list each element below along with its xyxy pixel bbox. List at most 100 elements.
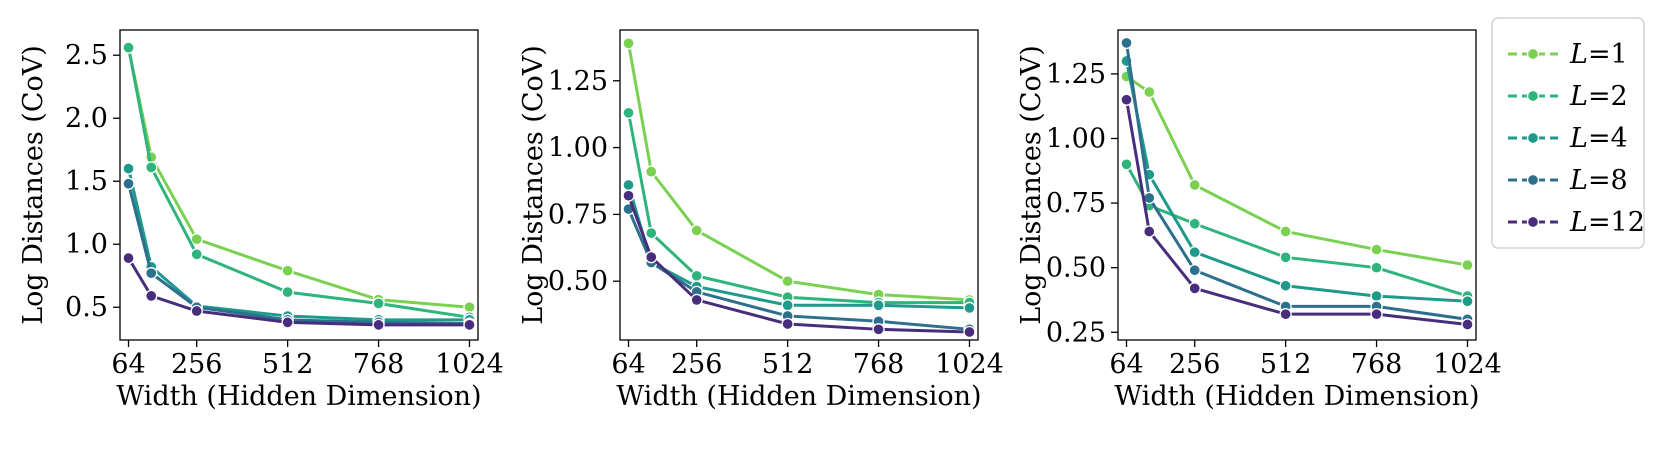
data-point xyxy=(1143,85,1156,99)
legend-label: L=2 xyxy=(1569,81,1628,112)
series-line-l-4 xyxy=(127,168,470,322)
data-point xyxy=(1120,158,1133,171)
data-point xyxy=(1120,93,1133,106)
data-point xyxy=(190,248,203,261)
data-point xyxy=(1370,308,1383,321)
legend-swatch-marker xyxy=(1526,89,1540,103)
data-point xyxy=(463,301,476,314)
data-point xyxy=(1279,225,1292,238)
legend-entry: L=1 xyxy=(1508,39,1628,70)
series-line-l-4 xyxy=(1125,60,1468,303)
series-line-l-1 xyxy=(127,47,470,309)
y-tick-label: 0.25 xyxy=(1046,317,1106,348)
data-point xyxy=(1461,295,1474,308)
data-point xyxy=(622,106,635,119)
data-point xyxy=(122,162,135,175)
plot-frame xyxy=(119,29,479,341)
y-tick-label: 0.5 xyxy=(65,292,108,323)
y-tick-label: 0.50 xyxy=(1046,253,1106,284)
x-tick-label: 768 xyxy=(1351,349,1403,380)
x-tick-label: 256 xyxy=(671,349,723,380)
y-tick-label: 2.5 xyxy=(65,40,108,71)
y-tick-label: 0.75 xyxy=(1046,188,1106,219)
plot-frame xyxy=(1117,29,1477,341)
x-tick-label: 768 xyxy=(853,349,905,380)
y-tick-label: 1.25 xyxy=(548,66,608,97)
data-point xyxy=(1188,282,1201,295)
data-point xyxy=(1120,36,1133,50)
series-line-l-1 xyxy=(627,43,970,302)
data-point xyxy=(1279,251,1292,264)
y-tick-label: 0.50 xyxy=(548,266,608,297)
series-line-l-8 xyxy=(1125,42,1468,321)
data-point xyxy=(1188,217,1201,230)
x-tick-label: 512 xyxy=(762,349,814,380)
legend-label: L=1 xyxy=(1569,39,1628,70)
data-point xyxy=(690,224,703,237)
subplot-3: 64 256 512 768 1024 0.25 0.50 0.75 1.00 1.25 Width… xyxy=(1016,29,1502,412)
series-line-l-2 xyxy=(127,47,470,319)
data-point xyxy=(281,285,294,299)
data-point xyxy=(1279,308,1292,321)
x-tick-label: 768 xyxy=(353,349,405,380)
data-point xyxy=(372,297,385,310)
legend-label: L=4 xyxy=(1569,123,1628,154)
data-point xyxy=(645,251,658,264)
series-line-l-12 xyxy=(1125,99,1468,326)
series-line-l-1 xyxy=(1125,75,1468,267)
legend-entry: L=12 xyxy=(1508,207,1645,238)
series-line-l-2 xyxy=(627,112,970,305)
data-point xyxy=(872,299,885,312)
data-point xyxy=(781,275,794,288)
data-point xyxy=(645,226,658,240)
y-tick-label: 1.00 xyxy=(548,133,608,164)
y-tick-label: 1.00 xyxy=(1046,124,1106,155)
data-point xyxy=(645,165,658,178)
data-point xyxy=(122,251,135,265)
legend-entry: L=2 xyxy=(1508,81,1628,112)
data-point xyxy=(190,304,203,318)
data-point xyxy=(690,293,703,307)
data-point xyxy=(145,267,158,280)
data-point xyxy=(781,317,794,331)
y-axis-label: Log Distances (CoV) xyxy=(18,45,49,325)
y-tick-label: 1.0 xyxy=(65,229,108,260)
data-point xyxy=(690,269,703,283)
data-point xyxy=(1461,258,1474,272)
x-tick-label: 512 xyxy=(262,349,314,380)
series-line-l-8 xyxy=(127,183,470,326)
y-tick-label: 0.75 xyxy=(548,199,608,230)
x-tick-label: 64 xyxy=(111,349,145,380)
legend-frame xyxy=(1491,17,1645,249)
plot-frame xyxy=(619,29,979,341)
data-point xyxy=(622,189,635,202)
data-point xyxy=(463,318,476,332)
data-point xyxy=(622,37,635,50)
data-point xyxy=(1279,279,1292,292)
data-point xyxy=(781,299,794,312)
series-line-l-2 xyxy=(1125,163,1468,298)
data-point xyxy=(1461,318,1474,331)
x-tick-label: 1024 xyxy=(1433,349,1502,380)
y-tick-label: 2.0 xyxy=(65,103,108,134)
x-tick-label: 1024 xyxy=(935,349,1004,380)
y-tick-label: 1.25 xyxy=(1046,59,1106,90)
legend-entry: L=4 xyxy=(1508,123,1628,154)
data-point xyxy=(1188,246,1201,259)
x-tick-label: 256 xyxy=(1169,349,1221,380)
legend: L=1 L=2 L=4 L=8 L=12 xyxy=(1491,17,1645,249)
data-point xyxy=(372,318,385,332)
y-axis-label: Log Distances (CoV) xyxy=(518,45,549,325)
legend-label: L=12 xyxy=(1569,207,1645,238)
data-point xyxy=(1188,178,1201,192)
x-axis-label: Width (Hidden Dimension) xyxy=(116,381,481,412)
x-axis-label: Width (Hidden Dimension) xyxy=(616,381,981,412)
data-point xyxy=(1370,261,1383,274)
data-point xyxy=(122,41,135,54)
data-point xyxy=(281,264,294,277)
legend-swatch-marker xyxy=(1526,47,1540,61)
legend-swatch-marker xyxy=(1526,173,1540,187)
subplot-1: 64 256 512 768 1024 0.5 1.0 1.5 2.0 2.5 Width (Hid… xyxy=(18,29,504,412)
legend-entry: L=8 xyxy=(1508,165,1628,196)
